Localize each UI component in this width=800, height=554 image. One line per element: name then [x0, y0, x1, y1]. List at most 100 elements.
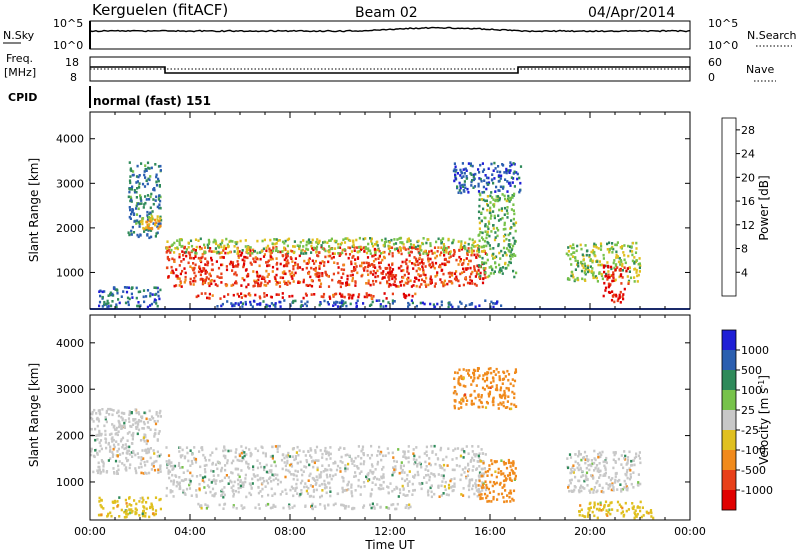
data-cell: [345, 281, 349, 284]
data-cell: [606, 242, 609, 246]
data-cell: [450, 280, 453, 283]
data-cell: [441, 458, 445, 462]
data-cell: [178, 277, 181, 280]
data-cell: [369, 503, 372, 507]
data-cell: [421, 482, 424, 485]
data-cell: [338, 292, 342, 296]
data-cell: [391, 292, 394, 296]
data-cell: [366, 477, 369, 480]
data-cell: [236, 265, 239, 268]
data-cell: [621, 245, 624, 248]
data-cell: [347, 462, 350, 466]
data-cell: [628, 477, 632, 481]
data-cell: [189, 282, 192, 286]
data-cell: [170, 479, 173, 483]
data-cell: [453, 377, 456, 380]
data-cell: [637, 473, 640, 476]
data-cell: [502, 393, 505, 397]
data-cell: [511, 181, 514, 184]
data-cell: [156, 419, 159, 423]
data-cell: [332, 503, 335, 507]
data-cell: [514, 370, 518, 374]
data-cell: [500, 174, 503, 178]
data-cell: [356, 465, 359, 468]
data-cell: [473, 177, 476, 181]
data-cell: [497, 371, 500, 374]
data-cell: [215, 447, 218, 451]
data-cell: [413, 462, 416, 466]
data-cell: [568, 489, 571, 493]
data-cell: [143, 460, 146, 464]
data-cell: [347, 246, 350, 249]
data-cell: [104, 417, 107, 421]
data-cell: [415, 458, 418, 462]
data-cell: [198, 450, 201, 453]
data-cell: [176, 277, 179, 280]
data-cell: [646, 511, 649, 515]
data-cell: [307, 479, 310, 482]
data-cell: [478, 204, 481, 208]
data-cell: [627, 244, 630, 248]
data-cell: [479, 163, 482, 167]
data-cell: [252, 473, 255, 476]
data-cell: [155, 180, 158, 184]
data-cell: [415, 446, 418, 449]
data-cell: [226, 300, 229, 303]
data-cell: [199, 278, 202, 281]
data-cell: [232, 283, 235, 287]
data-cell: [287, 451, 290, 455]
data-cell: [292, 280, 295, 283]
data-cell: [635, 455, 638, 459]
data-cell: [159, 288, 162, 292]
data-cell: [610, 298, 614, 302]
data-cell: [142, 206, 145, 209]
data-cell: [501, 486, 504, 489]
data-cell: [112, 443, 116, 447]
data-cell: [484, 199, 487, 203]
data-cell: [188, 252, 191, 255]
data-cell: [217, 246, 220, 249]
data-cell: [498, 375, 501, 378]
data-cell: [189, 281, 192, 284]
data-cell: [218, 503, 221, 507]
data-cell: [185, 487, 189, 491]
data-cell: [173, 258, 176, 262]
data-cell: [260, 281, 263, 285]
data-cell: [593, 514, 596, 518]
data-cell: [286, 244, 289, 248]
data-cell: [369, 249, 372, 253]
data-cell: [616, 500, 620, 504]
data-cell: [182, 490, 185, 494]
data-cell: [613, 453, 616, 457]
data-cell: [379, 303, 382, 306]
data-cell: [482, 460, 485, 463]
data-cell: [440, 474, 443, 477]
data-cell: [506, 180, 509, 183]
data-cell: [336, 262, 339, 265]
data-cell: [116, 454, 119, 458]
data-cell: [428, 462, 431, 466]
data-cell: [96, 424, 99, 428]
data-cell: [143, 300, 146, 304]
data-cell: [173, 241, 176, 245]
data-cell: [497, 165, 500, 168]
data-cell: [586, 249, 589, 252]
data-cell: [409, 243, 413, 246]
data-cell: [140, 162, 143, 165]
data-cell: [167, 470, 170, 474]
data-cell: [158, 184, 161, 187]
data-cell: [471, 243, 474, 247]
data-cell: [126, 459, 129, 463]
data-cell: [408, 470, 411, 473]
data-cell: [423, 250, 426, 254]
data-cell: [219, 297, 222, 300]
data-cell: [310, 449, 313, 452]
data-cell: [624, 501, 627, 505]
data-cell: [98, 409, 101, 412]
data-cell: [292, 477, 295, 481]
data-cell: [330, 257, 333, 260]
data-cell: [245, 495, 248, 499]
data-cell: [457, 279, 460, 283]
data-cell: [616, 255, 619, 258]
